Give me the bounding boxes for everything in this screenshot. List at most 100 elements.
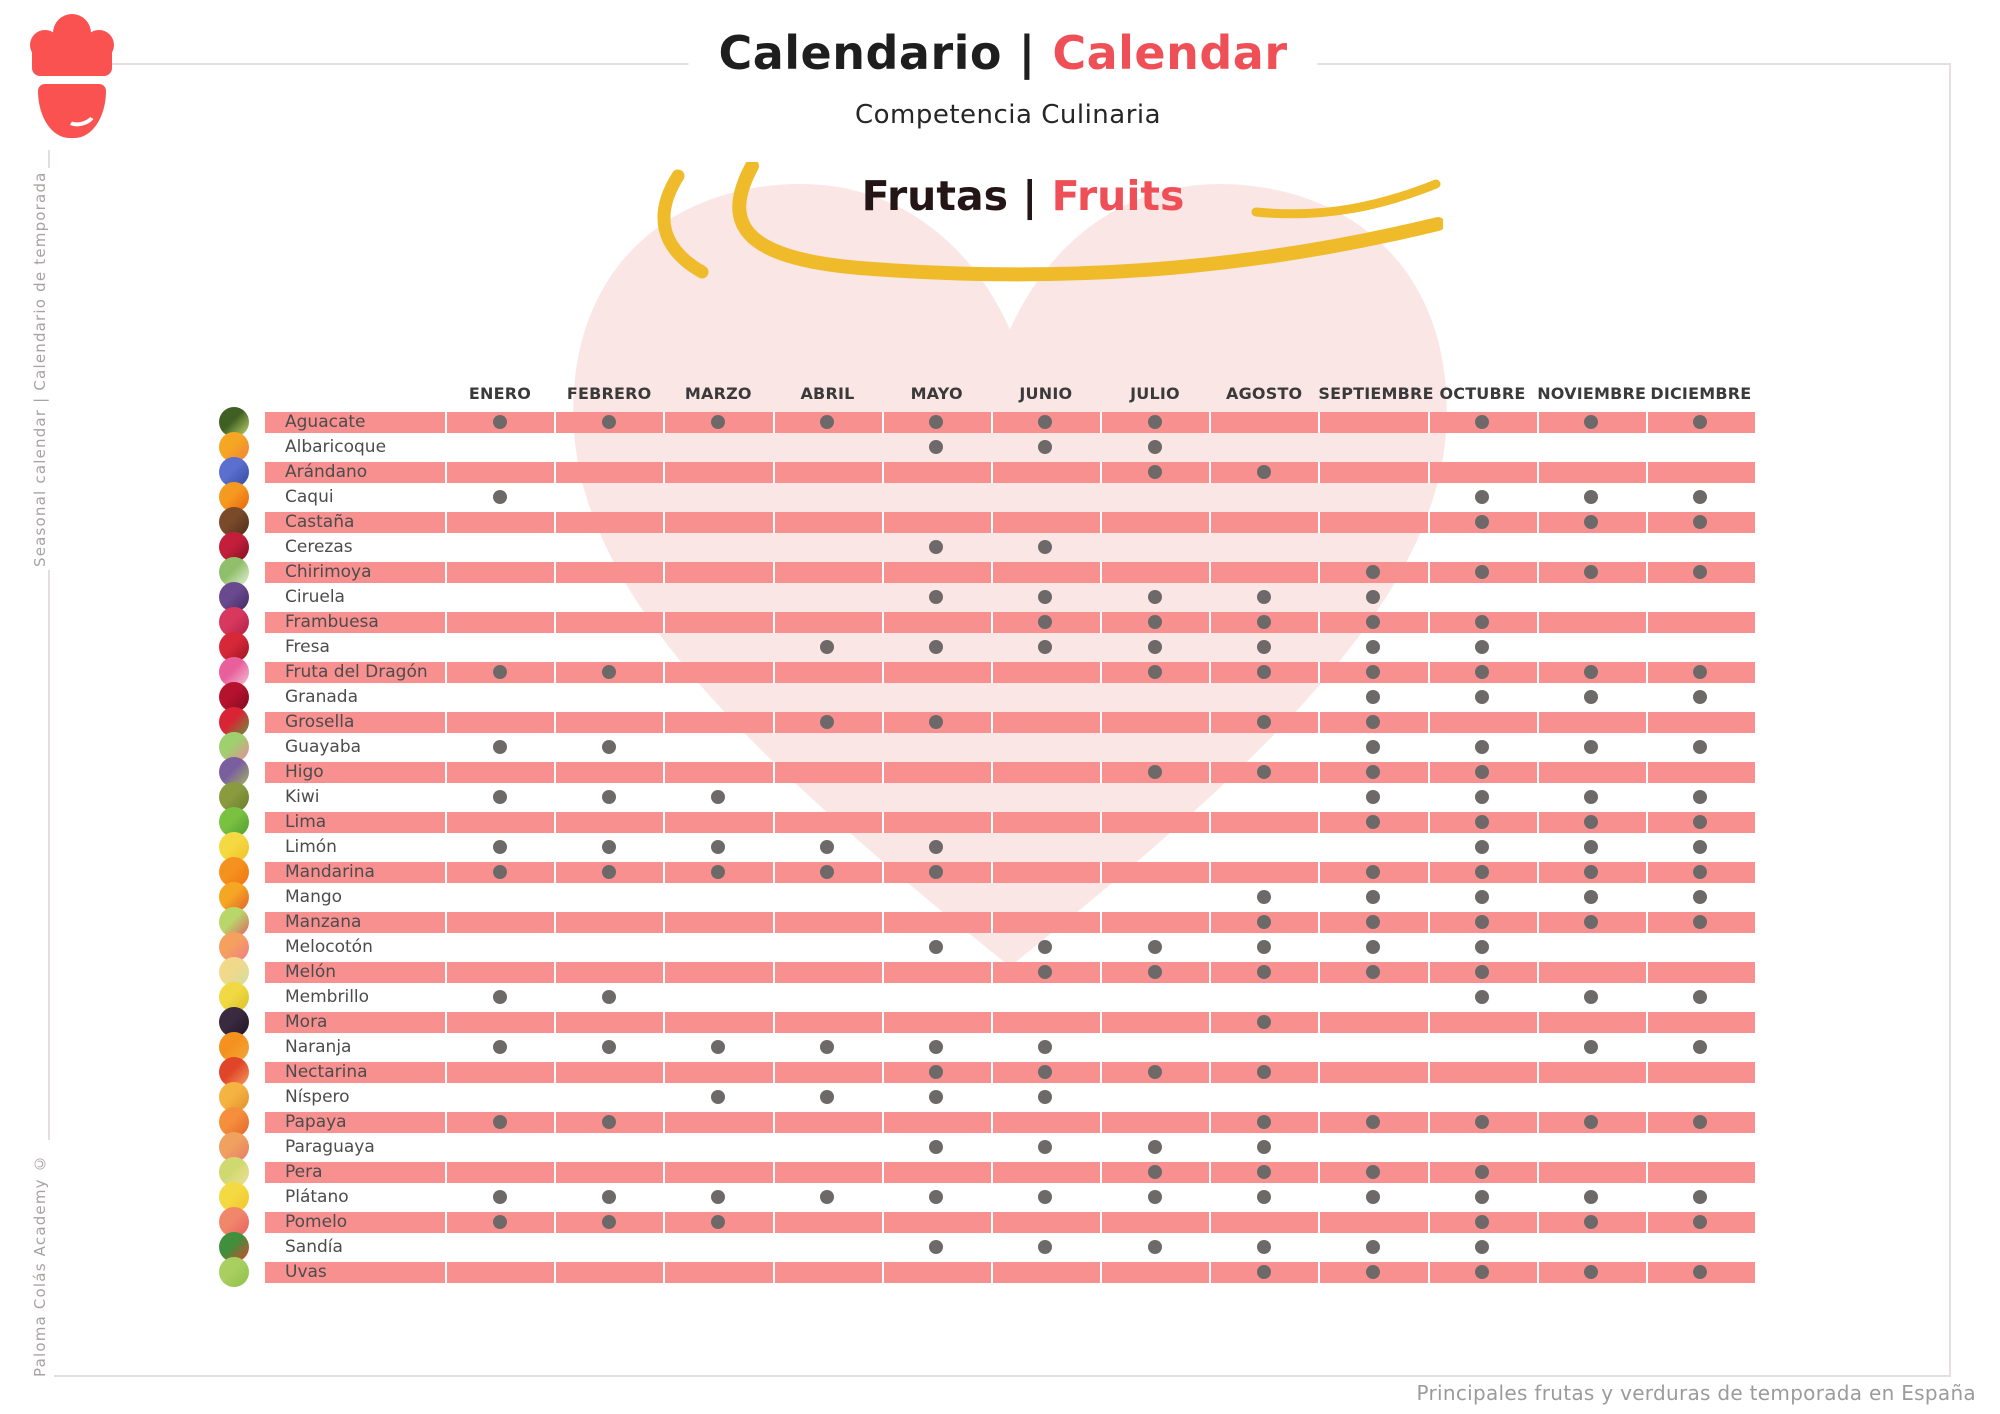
fruit-row: Fresa	[219, 632, 1755, 662]
month-header: OCTUBRE	[1439, 384, 1526, 403]
column-divider	[445, 1062, 447, 1083]
month-header: JULIO	[1130, 384, 1180, 403]
column-divider	[1209, 712, 1212, 733]
column-divider	[554, 712, 557, 733]
season-dot	[601, 1190, 616, 1204]
column-divider	[1209, 462, 1212, 483]
season-dot	[1038, 590, 1053, 604]
frame-left-line	[48, 150, 50, 1377]
column-divider	[554, 1012, 557, 1033]
column-divider	[1536, 762, 1539, 783]
column-divider	[772, 1212, 775, 1233]
column-divider	[445, 912, 447, 933]
column-divider	[554, 912, 557, 933]
page-subtitle: Competencia Culinaria	[854, 100, 1162, 130]
column-divider	[1209, 1162, 1212, 1183]
season-dot	[1365, 565, 1380, 579]
season-dot	[601, 1115, 616, 1129]
column-divider	[663, 662, 666, 683]
season-dot	[1256, 1140, 1271, 1154]
season-dot	[1256, 1115, 1271, 1129]
season-dot	[1256, 615, 1271, 629]
season-dot	[1584, 1265, 1599, 1279]
fruit-name: Mango	[285, 887, 343, 907]
column-divider	[881, 862, 884, 883]
fruit-name: Ciruela	[285, 587, 345, 607]
fruit-row: Níspero	[219, 1082, 1755, 1112]
season-dot	[1147, 615, 1162, 629]
column-divider	[445, 962, 447, 983]
chef-hat-band-icon	[32, 42, 112, 76]
title-accent: Calendar	[1052, 26, 1288, 80]
fruit-name: Nectarina	[285, 1062, 368, 1082]
month-header: DICIEMBRE	[1650, 384, 1752, 403]
fruit-row: Lima	[219, 807, 1755, 837]
column-divider	[663, 712, 666, 733]
column-divider	[1645, 412, 1648, 433]
column-divider	[881, 912, 884, 933]
column-divider	[881, 462, 884, 483]
season-dot	[1147, 1065, 1162, 1079]
season-dot	[1365, 590, 1380, 604]
column-divider	[772, 862, 775, 883]
fruit-name: Frambuesa	[285, 612, 379, 632]
column-divider	[554, 662, 557, 683]
column-divider	[1100, 762, 1103, 783]
column-divider	[1318, 1162, 1321, 1183]
season-dot	[1147, 640, 1162, 654]
column-divider	[1209, 912, 1212, 933]
column-divider	[445, 1262, 447, 1283]
column-divider	[1100, 712, 1103, 733]
season-dot	[1584, 740, 1599, 754]
column-divider	[1100, 912, 1103, 933]
column-divider	[1100, 1262, 1103, 1283]
column-divider	[1318, 462, 1321, 483]
column-divider	[1318, 1262, 1321, 1283]
season-dot	[601, 740, 616, 754]
season-dot	[492, 665, 507, 679]
page-title: Calendario | Calendar	[688, 26, 1318, 80]
fruit-name: Guayaba	[285, 737, 362, 757]
season-dot	[929, 1065, 944, 1079]
season-dot	[929, 1040, 944, 1054]
season-dot	[492, 865, 507, 879]
season-dot	[1038, 940, 1053, 954]
month-header: FEBRERO	[566, 384, 652, 403]
column-divider	[663, 612, 666, 633]
column-divider	[554, 762, 557, 783]
season-dot	[1693, 415, 1708, 429]
column-divider	[554, 1112, 557, 1133]
season-dot	[1256, 1240, 1271, 1254]
season-dot	[820, 1090, 835, 1104]
season-dot	[1475, 515, 1490, 529]
season-dot	[1584, 990, 1599, 1004]
title-primary: Calendario |	[718, 26, 1036, 80]
column-divider	[663, 912, 666, 933]
column-divider	[1427, 512, 1430, 533]
season-dot	[1584, 790, 1599, 804]
fruit-row: Pera	[219, 1157, 1755, 1187]
season-dot	[1693, 865, 1708, 879]
column-divider	[554, 412, 557, 433]
column-divider	[663, 1262, 666, 1283]
season-dot	[1147, 665, 1162, 679]
column-divider	[1645, 1262, 1648, 1283]
column-divider	[1645, 1012, 1648, 1033]
column-divider	[1209, 1262, 1212, 1283]
column-divider	[772, 1062, 775, 1083]
season-dot	[1475, 690, 1490, 704]
season-dot	[492, 490, 507, 504]
season-dot	[1256, 640, 1271, 654]
column-divider	[772, 512, 775, 533]
column-divider	[1427, 612, 1430, 633]
fruit-name: Níspero	[285, 1087, 350, 1107]
column-divider	[1536, 1062, 1539, 1083]
column-divider	[1427, 862, 1430, 883]
season-dot	[1038, 965, 1053, 979]
column-divider	[881, 762, 884, 783]
fruit-row: Sandía	[219, 1232, 1755, 1262]
season-dot	[1038, 1140, 1053, 1154]
column-divider	[1209, 1062, 1212, 1083]
column-divider	[1100, 462, 1103, 483]
column-divider	[1209, 862, 1212, 883]
